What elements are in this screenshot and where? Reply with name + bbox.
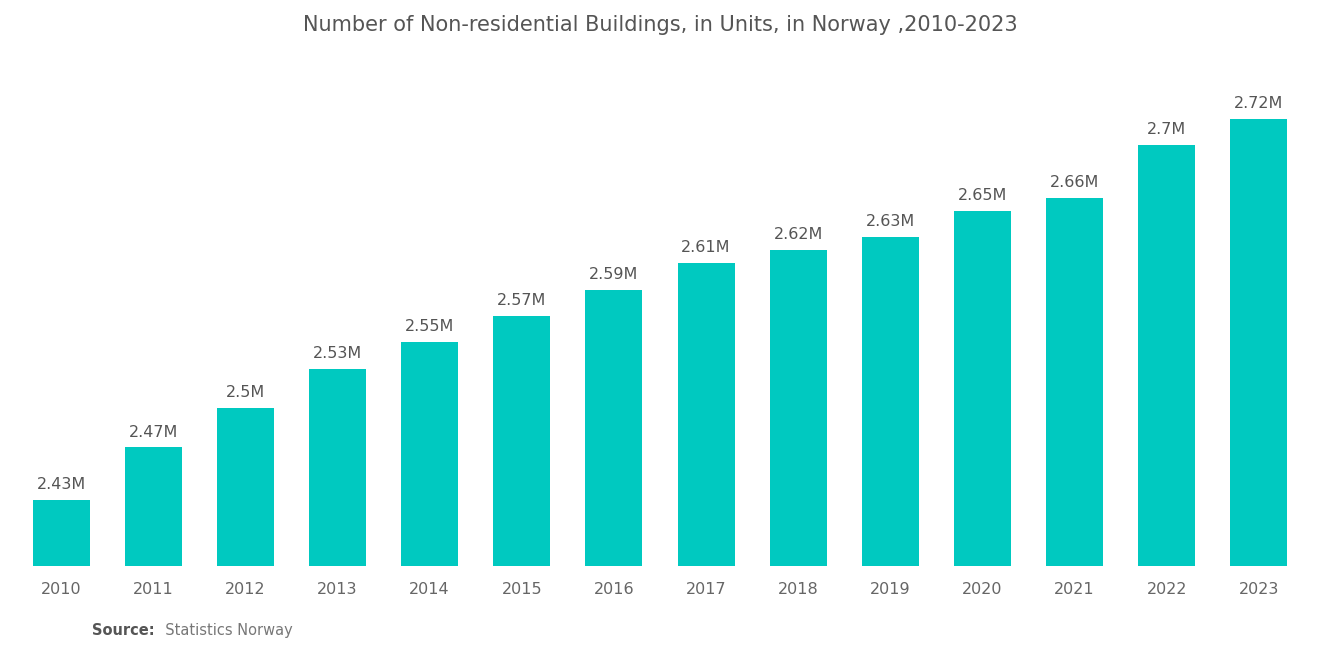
Bar <box>309 368 366 566</box>
Text: 2.53M: 2.53M <box>313 346 362 360</box>
Text: 2.59M: 2.59M <box>589 267 639 282</box>
Bar <box>1138 145 1196 566</box>
Bar <box>1230 118 1287 566</box>
Text: 2.43M: 2.43M <box>37 477 86 492</box>
Text: 2.65M: 2.65M <box>958 188 1007 203</box>
Text: 2.72M: 2.72M <box>1234 96 1283 111</box>
Text: 2.7M: 2.7M <box>1147 122 1187 137</box>
Bar <box>216 408 275 566</box>
Text: 2.62M: 2.62M <box>774 227 822 242</box>
Bar <box>862 237 919 566</box>
Text: 2.47M: 2.47M <box>128 424 178 440</box>
Bar <box>401 342 458 566</box>
Text: 2.57M: 2.57M <box>498 293 546 308</box>
Bar <box>954 211 1011 566</box>
Bar <box>677 263 735 566</box>
Bar <box>33 500 90 566</box>
Text: 2.63M: 2.63M <box>866 214 915 229</box>
Bar <box>585 290 643 566</box>
Text: Source:: Source: <box>92 623 154 638</box>
Bar <box>1045 198 1104 566</box>
Bar <box>494 316 550 566</box>
Title: Number of Non-residential Buildings, in Units, in Norway ,2010-2023: Number of Non-residential Buildings, in … <box>302 15 1018 35</box>
Text: 2.61M: 2.61M <box>681 241 731 255</box>
Bar <box>770 250 826 566</box>
Text: 2.55M: 2.55M <box>405 319 454 334</box>
Text: 2.5M: 2.5M <box>226 385 265 400</box>
Text: 2.66M: 2.66M <box>1049 175 1100 190</box>
Bar <box>124 448 182 566</box>
Text: Statistics Norway: Statistics Norway <box>156 623 293 638</box>
